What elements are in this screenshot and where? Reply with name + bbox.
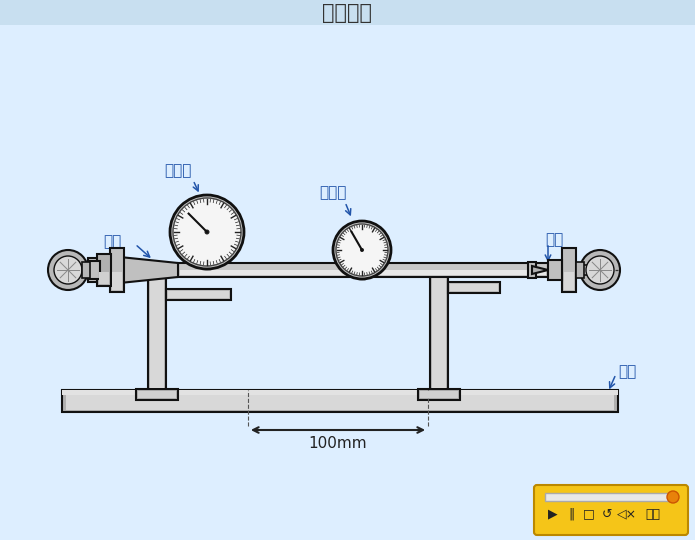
Bar [166, 289, 231, 300]
Text: ▶: ▶ [548, 508, 558, 521]
Text: ‖: ‖ [568, 508, 574, 521]
Circle shape [580, 250, 620, 290]
Text: 气门检测: 气门检测 [322, 3, 372, 23]
Circle shape [173, 198, 241, 266]
Bar [359, 263, 365, 279]
Bar [418, 389, 460, 400]
Bar [432, 270, 446, 388]
Bar [66, 394, 614, 410]
Bar [68, 265, 90, 275]
Bar [112, 272, 122, 290]
Circle shape [360, 248, 364, 252]
Text: 百分表: 百分表 [164, 163, 192, 178]
Bar [0, 0, 695, 25]
Bar [180, 270, 546, 275]
Bar [564, 272, 574, 290]
Circle shape [54, 256, 82, 284]
Bar [88, 258, 110, 282]
Text: ↺: ↺ [602, 508, 612, 521]
Text: □: □ [583, 508, 595, 521]
Bar [138, 391, 176, 398]
Text: ◁×: ◁× [617, 508, 637, 521]
Bar [204, 263, 210, 269]
Polygon shape [110, 256, 178, 284]
Circle shape [586, 256, 614, 284]
Polygon shape [532, 266, 548, 274]
Text: 百分表: 百分表 [319, 185, 347, 200]
Bar [97, 254, 111, 286]
Bar [82, 262, 90, 278]
Bar [148, 268, 166, 390]
Bar [110, 248, 124, 292]
Text: 返回: 返回 [646, 508, 660, 521]
Circle shape [204, 230, 209, 234]
Text: 顶尖: 顶尖 [545, 233, 563, 247]
Bar [548, 260, 562, 280]
Circle shape [333, 221, 391, 279]
Bar [450, 284, 498, 291]
Circle shape [336, 224, 388, 276]
Bar [168, 291, 229, 298]
Bar [99, 272, 109, 284]
FancyBboxPatch shape [534, 485, 688, 535]
Bar [136, 389, 178, 400]
Bar [528, 262, 536, 278]
Bar [576, 262, 584, 278]
Text: 100mm: 100mm [309, 436, 368, 451]
Circle shape [667, 491, 679, 503]
Bar [448, 282, 500, 293]
Bar [545, 493, 677, 501]
Bar [420, 391, 458, 398]
Bar [62, 390, 618, 412]
Text: 平板: 平板 [618, 364, 636, 380]
Circle shape [48, 250, 88, 290]
Bar [576, 265, 606, 275]
Bar [430, 268, 448, 390]
Bar [88, 261, 100, 279]
Bar [150, 270, 164, 388]
Circle shape [170, 195, 244, 269]
Text: 气门: 气门 [104, 234, 122, 249]
Bar [562, 248, 576, 292]
Bar [90, 270, 108, 280]
Bar [62, 390, 618, 395]
Bar [178, 263, 548, 277]
